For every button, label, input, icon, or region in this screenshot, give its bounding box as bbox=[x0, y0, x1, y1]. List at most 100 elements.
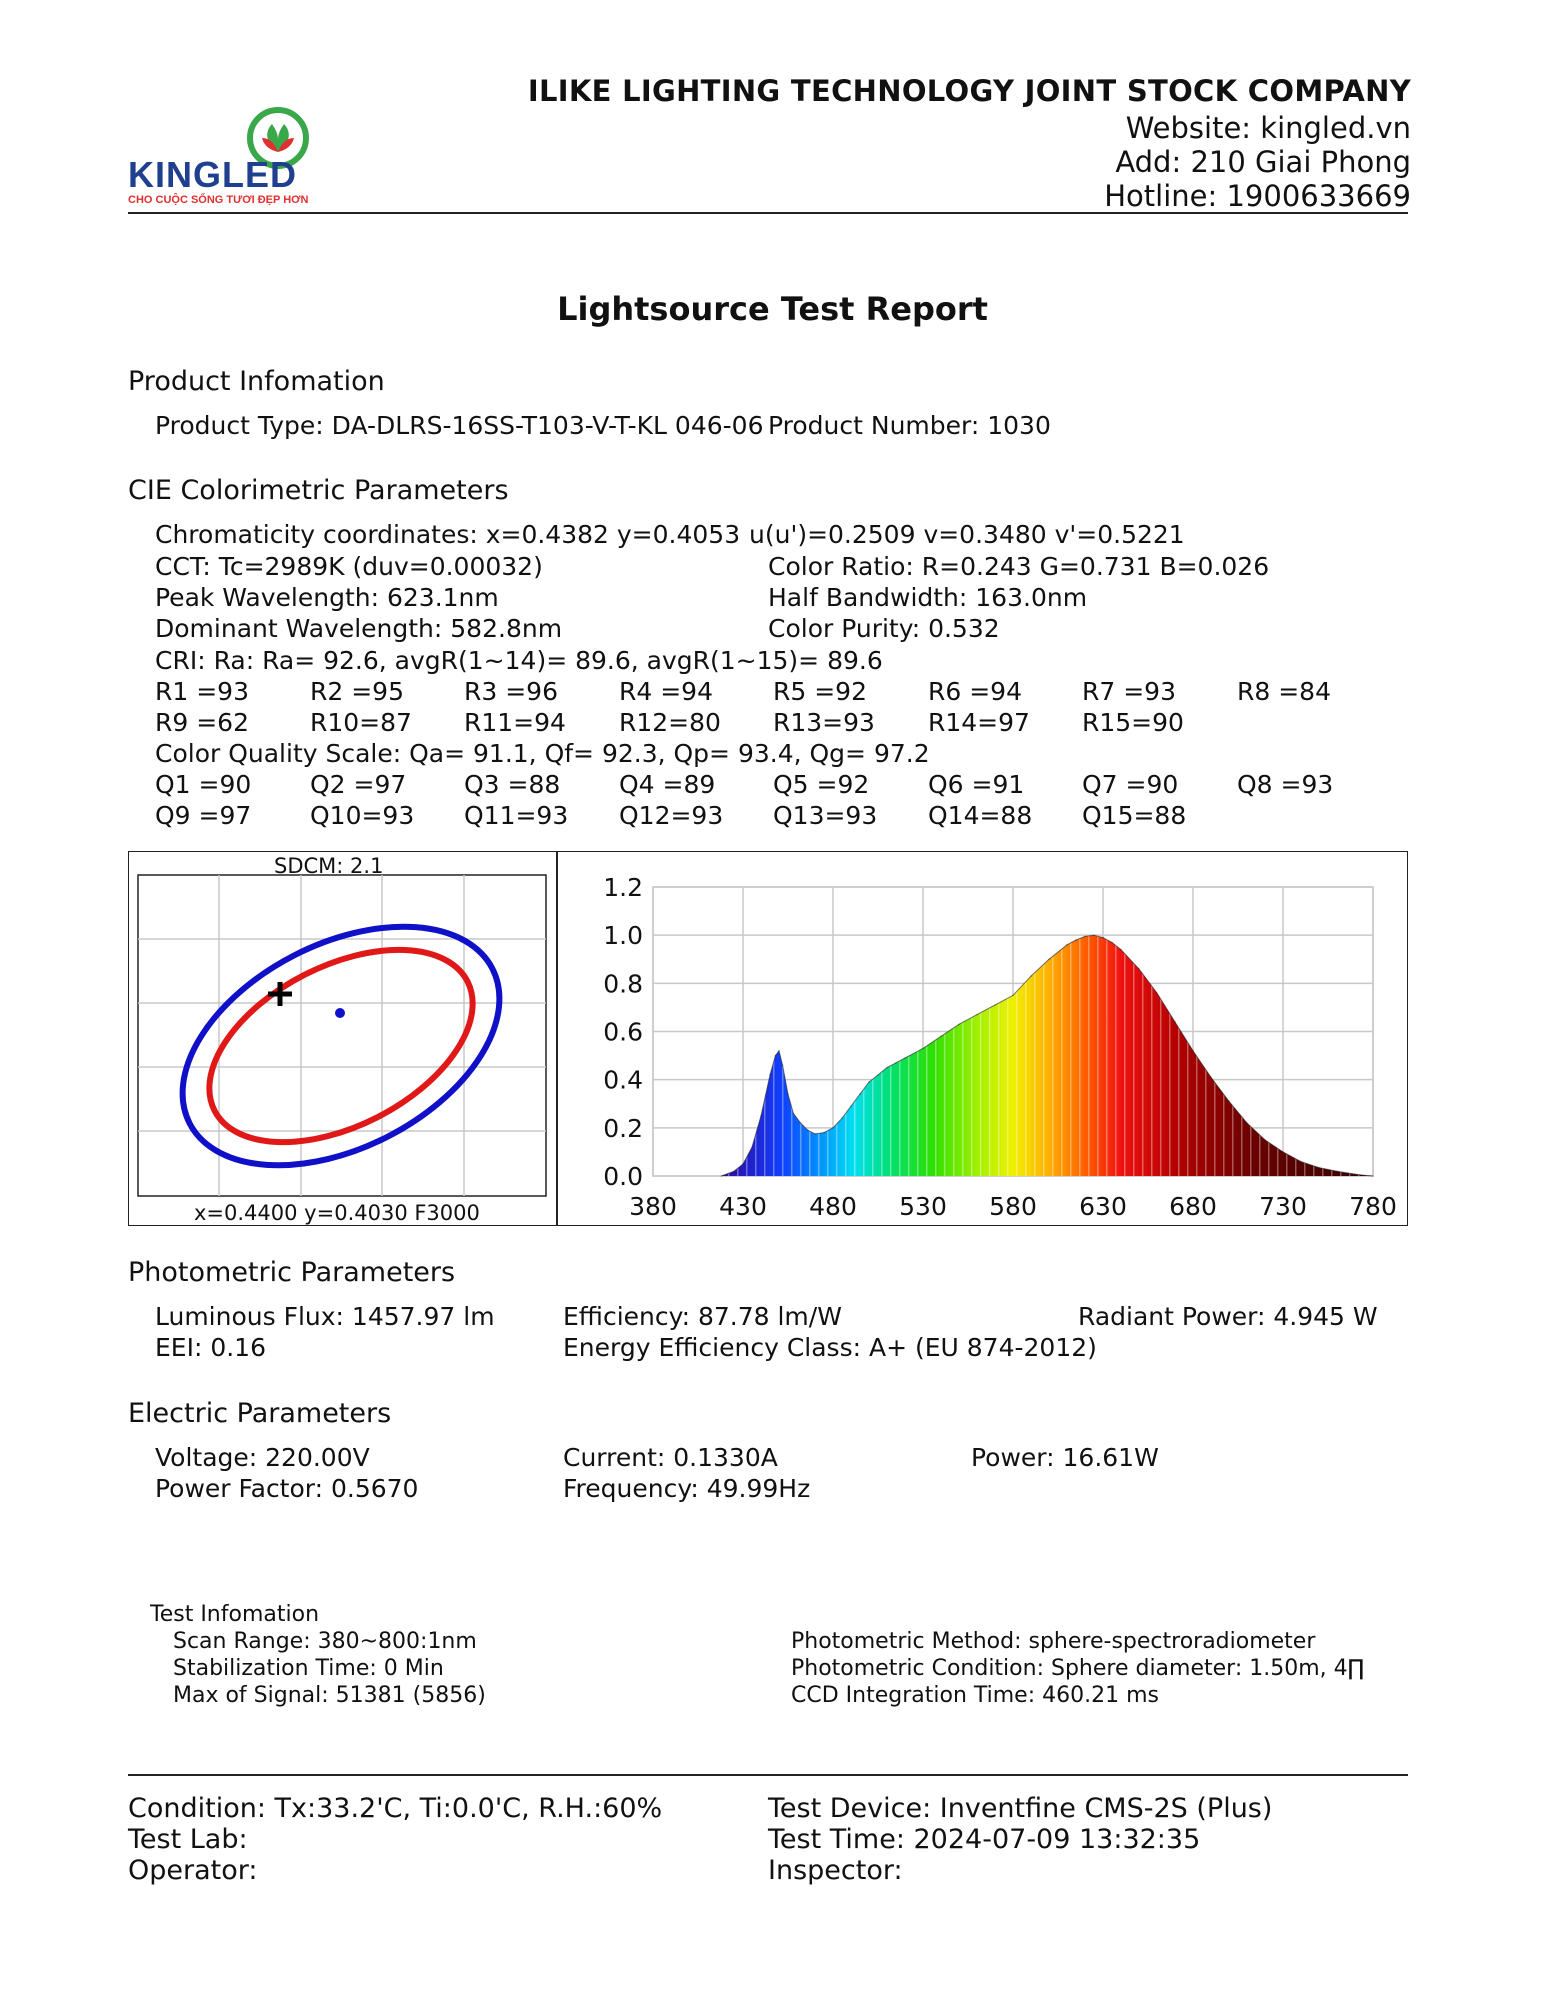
product-number: Product Number: 1030 bbox=[768, 411, 1055, 441]
spectrum-point bbox=[1192, 1050, 1194, 1052]
q-value: Q10=93 bbox=[310, 801, 415, 830]
spectrum-point bbox=[958, 1023, 960, 1026]
spectrum-point bbox=[922, 1047, 924, 1050]
q-value: Q13=93 bbox=[773, 801, 878, 830]
q-value: Q9 =97 bbox=[155, 801, 252, 830]
power-factor: Power Factor: 0.5670 bbox=[155, 1474, 419, 1503]
max-signal: Max of Signal: 51381 (5856) bbox=[173, 1683, 486, 1708]
r-value: R1 =93 bbox=[155, 677, 249, 706]
spectrum-point bbox=[841, 1117, 843, 1119]
company-website: Website: kingled.vn bbox=[1125, 111, 1411, 145]
spectrum-y-axis: 1.2 1.0 0.8 0.6 0.4 0.2 0.0 bbox=[603, 873, 643, 1191]
r-value: R4 =94 bbox=[619, 677, 713, 706]
chart-panel-divider bbox=[556, 851, 558, 1226]
r-value: R11=94 bbox=[464, 708, 566, 737]
spectrum-point bbox=[976, 1013, 978, 1016]
spectrum-point bbox=[994, 1004, 996, 1006]
spectrum-point bbox=[769, 1074, 771, 1076]
logo-leaf-icon bbox=[247, 107, 309, 169]
spectrum-point bbox=[774, 1054, 777, 1057]
spectrum-x-axis: 380 430 480 530 580 630 680 730 780 bbox=[629, 1192, 1397, 1221]
chromaticity: Chromaticity coordinates: x=0.4382 y=0.4… bbox=[155, 520, 741, 549]
color-purity: Color Purity: 0.532 bbox=[768, 614, 1000, 643]
spectrum-point bbox=[799, 1122, 802, 1124]
spectrum-point bbox=[781, 1064, 784, 1066]
spectrum-point bbox=[1066, 944, 1068, 946]
spectrum-point bbox=[1363, 1174, 1365, 1177]
test-lab: Test Lab: bbox=[128, 1824, 248, 1855]
q-value: Q1 =90 bbox=[155, 770, 252, 799]
x-tick-label: 630 bbox=[1079, 1192, 1127, 1221]
photometric-method: Photometric Method: sphere-spectroradiom… bbox=[791, 1629, 1316, 1654]
energy-class: Energy Efficiency Class: A+ (EU 874-2012… bbox=[563, 1333, 1097, 1362]
current: Current: 0.1330A bbox=[563, 1443, 778, 1472]
spectrum-point bbox=[877, 1074, 879, 1076]
spectrum-point bbox=[832, 1127, 834, 1129]
logo-tagline: CHO CUỘC SỐNG TƯƠI ĐẸP HƠN bbox=[128, 194, 309, 206]
spectrum-point bbox=[814, 1133, 816, 1135]
r-value: R8 =84 bbox=[1237, 677, 1331, 706]
dominant-wavelength: Dominant Wavelength: 582.8nm bbox=[155, 614, 563, 643]
cct: CCT: Tc=2989K (duv=0.00032) bbox=[155, 552, 543, 581]
r-value: R2 =95 bbox=[310, 677, 404, 706]
spectrum-point bbox=[733, 1170, 735, 1172]
spectrum-point bbox=[1336, 1170, 1338, 1172]
spectrum-point bbox=[751, 1146, 753, 1148]
x-tick-label: 430 bbox=[719, 1192, 767, 1221]
y-tick-label: 0.8 bbox=[603, 969, 643, 998]
r-value: R12=80 bbox=[619, 708, 721, 737]
spectrum-point bbox=[886, 1066, 888, 1069]
product-type: Product Type: DA-DLRS-16SS-T103-V-T-KL 0… bbox=[155, 411, 764, 440]
cri-summary: CRI: Ra: Ra= 92.6, avgR(1~14)= 89.6, avg… bbox=[155, 646, 883, 675]
spectrum-point bbox=[1354, 1173, 1356, 1175]
electric-heading: Electric Parameters bbox=[128, 1398, 392, 1429]
efficiency: Efficiency: 87.78 lm/W bbox=[563, 1302, 842, 1331]
x-tick-label: 730 bbox=[1259, 1192, 1307, 1221]
x-tick-label: 680 bbox=[1169, 1192, 1217, 1221]
spectrum-point bbox=[940, 1035, 942, 1038]
spectrum-point bbox=[823, 1131, 825, 1134]
spectrum-point bbox=[850, 1105, 852, 1107]
r-value: R10=87 bbox=[310, 708, 412, 737]
y-tick-label: 0.0 bbox=[603, 1162, 643, 1191]
spectrum-point bbox=[720, 1175, 723, 1177]
q-value: Q5 =92 bbox=[773, 770, 870, 799]
report-title: Lightsource Test Report bbox=[557, 290, 988, 328]
spectrum-point bbox=[1372, 1175, 1374, 1177]
cqs-summary: Color Quality Scale: Qa= 91.1, Qf= 92.3,… bbox=[155, 739, 930, 768]
power: Power: 16.61W bbox=[971, 1443, 1159, 1472]
q-value: Q7 =90 bbox=[1082, 770, 1179, 799]
peak-wavelength: Peak Wavelength: 623.1nm bbox=[155, 583, 499, 612]
sdcm-chart: SDCM: 2.1 x=0.4400 y=0.4030 F3000 bbox=[137, 854, 547, 1225]
r-value: R15=90 bbox=[1082, 708, 1184, 737]
eei: EEI: 0.16 bbox=[155, 1333, 266, 1362]
r-value: R13=93 bbox=[773, 708, 875, 737]
spectrum-point bbox=[1120, 948, 1122, 951]
test-time: Test Time: 2024-07-09 13:32:35 bbox=[768, 1824, 1201, 1855]
y-tick-label: 0.2 bbox=[603, 1114, 643, 1143]
photometric-condition: Photometric Condition: Sphere diameter: … bbox=[791, 1656, 1365, 1681]
spectrum-point bbox=[1075, 939, 1077, 941]
voltage: Voltage: 220.00V bbox=[155, 1443, 370, 1472]
spectrum-point bbox=[1210, 1076, 1212, 1079]
cie-heading: CIE Colorimetric Parameters bbox=[128, 475, 509, 506]
spectrum-point bbox=[1246, 1122, 1248, 1124]
luminous-flux: Luminous Flux: 1457.97 lm bbox=[155, 1302, 495, 1331]
test-device: Test Device: Inventfine CMS-2S (Plus) bbox=[768, 1793, 1273, 1824]
spectrum-point bbox=[904, 1057, 906, 1059]
spectrum-point bbox=[1174, 1021, 1176, 1023]
spectrum-point bbox=[1102, 936, 1104, 939]
chart-panel bbox=[128, 851, 1408, 1226]
spectrum-point bbox=[807, 1129, 809, 1131]
q-value: Q14=88 bbox=[928, 801, 1033, 830]
y-tick-label: 0.4 bbox=[603, 1066, 643, 1095]
company-address: Add: 210 Giai Phong bbox=[1115, 145, 1411, 179]
spectrum-chart: 1.2 1.0 0.8 0.6 0.4 0.2 0.0 380 430 480 530 580 630… bbox=[603, 873, 1397, 1221]
r-value: R5 =92 bbox=[773, 677, 867, 706]
spectrum-point bbox=[1012, 994, 1014, 997]
spectrum-point bbox=[1318, 1166, 1320, 1169]
spectrum-point bbox=[760, 1115, 762, 1117]
spectrum-point bbox=[1084, 935, 1086, 938]
spectrum-stripes bbox=[721, 935, 1373, 1176]
q-value: Q2 =97 bbox=[310, 770, 407, 799]
